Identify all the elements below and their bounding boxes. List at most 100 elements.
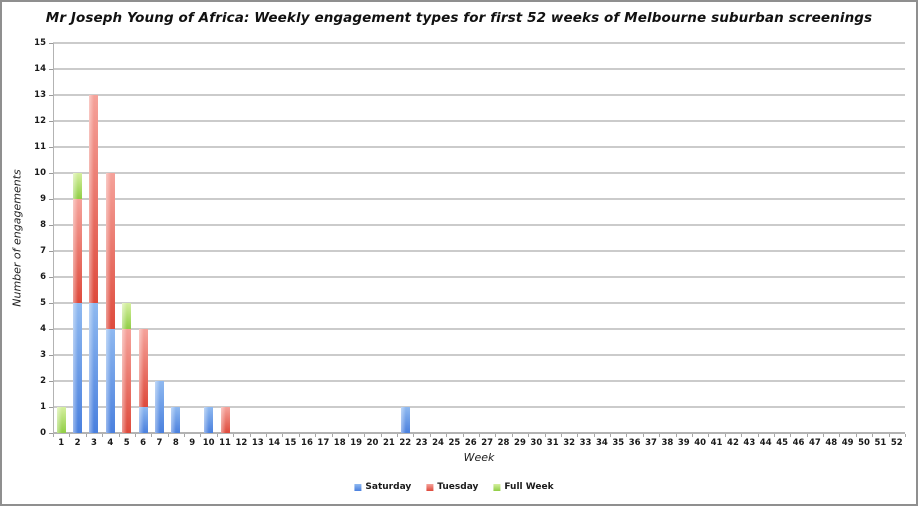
x-axis-tick — [790, 434, 792, 437]
y-tick-label: 13 — [34, 90, 46, 100]
y-axis-tick — [49, 68, 53, 70]
x-tick-label: 11 — [219, 438, 231, 448]
x-axis-tick — [249, 434, 251, 437]
bar-segment-tuesday — [73, 199, 83, 303]
bar-segment-tuesday — [122, 329, 132, 433]
gridline — [53, 42, 905, 44]
x-tick-label: 50 — [858, 438, 870, 448]
x-tick-label: 42 — [727, 438, 739, 448]
x-axis-tick — [888, 434, 890, 437]
x-tick-label: 47 — [808, 438, 821, 448]
x-axis-tick — [806, 434, 808, 437]
legend-swatch-icon — [493, 483, 501, 491]
y-axis-title: Number of engagements — [10, 169, 24, 307]
x-tick-label: 17 — [317, 438, 330, 448]
x-tick-label: 52 — [890, 438, 903, 448]
x-tick-label: 3 — [90, 438, 97, 448]
x-tick-label: 23 — [415, 438, 428, 448]
chart-title: Mr Joseph Young of Africa: Weekly engage… — [45, 10, 873, 26]
x-axis-tick — [528, 434, 530, 437]
y-tick-label: 14 — [34, 64, 46, 74]
x-tick-label: 13 — [251, 438, 264, 448]
y-axis-tick — [49, 42, 53, 44]
y-tick-label: 0 — [40, 428, 46, 438]
x-tick-label: 19 — [350, 438, 363, 448]
x-tick-label: 25 — [448, 438, 461, 448]
y-tick-label: 4 — [40, 324, 46, 334]
x-axis-tick — [216, 434, 218, 437]
gridline — [53, 120, 905, 122]
x-axis-tick — [905, 434, 906, 437]
x-tick-label: 21 — [382, 438, 395, 448]
x-tick-label: 1 — [58, 438, 65, 448]
x-axis-tick — [266, 434, 267, 437]
x-axis-tick — [380, 434, 382, 437]
x-axis-tick — [560, 434, 562, 437]
bar-segment-saturday — [171, 407, 181, 433]
x-tick-label: 8 — [172, 438, 179, 448]
x-tick-label: 20 — [366, 438, 379, 448]
x-axis-tick — [102, 434, 104, 437]
x-tick-label: 44 — [759, 438, 772, 448]
y-axis-tick — [49, 120, 53, 122]
x-tick-label: 36 — [628, 438, 641, 448]
gridline — [53, 302, 905, 304]
x-axis-tick — [642, 434, 644, 437]
y-tick-label: 6 — [40, 272, 46, 282]
x-axis-tick — [118, 434, 120, 437]
gridline — [53, 224, 905, 226]
x-tick-label: 33 — [579, 438, 592, 448]
y-tick-label: 3 — [40, 350, 46, 360]
y-tick-label: 10 — [34, 168, 46, 178]
bar-segment-tuesday — [89, 95, 99, 303]
bar-segment-saturday — [89, 303, 99, 433]
gridline — [53, 276, 905, 278]
x-tick-label: 28 — [497, 438, 510, 448]
x-axis-tick — [233, 434, 235, 437]
x-tick-label: 5 — [123, 438, 130, 448]
bar-segment-saturday — [155, 381, 164, 433]
x-tick-label: 41 — [710, 438, 723, 448]
y-axis-tick — [49, 94, 53, 96]
x-tick-label: 51 — [874, 438, 887, 448]
bar-segment-saturday — [138, 407, 148, 433]
x-tick-label: 29 — [514, 438, 526, 448]
x-axis-tick — [855, 434, 857, 437]
x-tick-label: 45 — [776, 438, 789, 448]
gridline — [53, 250, 905, 252]
x-axis-tick — [872, 434, 874, 437]
x-axis-tick — [511, 434, 513, 437]
x-tick-label: 24 — [432, 438, 444, 448]
y-axis-tick — [49, 276, 53, 278]
x-tick-label: 40 — [694, 438, 707, 448]
bar-segment-full-week — [56, 407, 66, 433]
x-axis-tick — [184, 434, 186, 437]
x-axis-tick — [544, 434, 546, 437]
y-tick-label: 9 — [40, 194, 46, 204]
x-tick-label: 7 — [156, 438, 163, 448]
x-tick-label: 35 — [612, 438, 625, 448]
x-axis-tick — [298, 434, 300, 437]
gridline — [53, 68, 905, 70]
y-axis-tick — [49, 250, 53, 252]
bar-segment-saturday — [73, 303, 83, 433]
x-tick-label: 16 — [301, 438, 313, 448]
x-axis-tick — [134, 434, 136, 437]
gridline — [53, 172, 905, 174]
plot-area: 0 1 2 3 4 5 6 7 8 9 10 11 12 13 14 15 1 2 3 4 5 6 7 8 9 10 11 12 13 1… — [34, 38, 906, 448]
x-axis-tick — [659, 434, 661, 437]
gridline — [53, 406, 905, 408]
y-tick-label: 5 — [40, 298, 46, 308]
x-tick-label: 43 — [743, 438, 756, 448]
x-axis-tick — [347, 434, 349, 437]
bar-segment-tuesday — [220, 407, 230, 433]
x-tick-label: 6 — [140, 438, 147, 448]
x-axis-tick — [85, 434, 87, 437]
x-axis-tick — [69, 434, 71, 437]
x-tick-label: 15 — [284, 438, 297, 448]
y-axis-tick — [49, 380, 53, 382]
x-tick-label: 18 — [333, 438, 346, 448]
y-tick-label: 15 — [34, 38, 46, 48]
x-tick-label: 48 — [825, 438, 838, 448]
